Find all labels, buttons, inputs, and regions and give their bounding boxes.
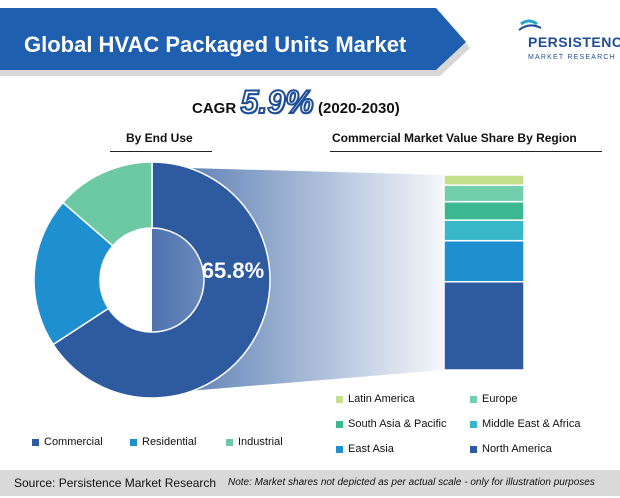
bar-segment-east-asia	[443, 239, 525, 283]
legend-commercial: Commercial	[32, 436, 103, 448]
chart-title: Global HVAC Packaged Units Market	[24, 32, 407, 57]
footer-source: Source: Persistence Market Research	[14, 476, 217, 490]
region-heading: Commercial Market Value Share By Region	[332, 131, 577, 145]
legend-label-industrial: Industrial	[238, 436, 283, 448]
legend-swatch-east-asia	[336, 445, 343, 453]
donut-center-label: 65.8%	[202, 258, 264, 283]
logo-subtitle: MARKET RESEARCH	[528, 54, 616, 61]
cagr-value: 5.9%	[240, 83, 315, 121]
legend-north-america: North America	[470, 443, 552, 455]
legend-label-east-asia: East Asia	[348, 443, 394, 455]
end-use-donut	[33, 161, 271, 399]
cagr-label: CAGR	[192, 100, 237, 117]
logo-swirl-icon	[518, 19, 542, 31]
legend-swatch-industrial	[226, 438, 233, 446]
bar-segment-europe	[443, 184, 525, 203]
title-banner	[0, 8, 470, 76]
legend-swatch-south-asia-pacific	[336, 420, 343, 428]
end-use-underline	[110, 151, 212, 152]
legend-swatch-commercial	[32, 438, 39, 446]
legend-label-middle-east-africa: Middle East & Africa	[482, 418, 581, 430]
legend-swatch-residential	[130, 438, 137, 446]
legend-label-commercial: Commercial	[44, 436, 103, 448]
region-stacked-bar	[443, 174, 525, 371]
logo-name: PERSISTENCE	[528, 34, 620, 50]
legend-swatch-europe	[470, 395, 477, 403]
legend-label-europe: Europe	[482, 393, 518, 405]
end-use-heading: By End Use	[126, 131, 193, 145]
legend-swatch-north-america	[470, 445, 477, 453]
donut-slice-residential	[33, 201, 114, 346]
footer-bar: Source: Persistence Market Research Note…	[0, 470, 620, 496]
cagr-line: CAGR 5.9% (2020-2030)	[192, 83, 400, 121]
legend-swatch-middle-east-africa	[470, 420, 477, 428]
legend-swatch-latin-america	[336, 395, 343, 403]
bar-segment-north-america	[443, 280, 525, 371]
legend-industrial: Industrial	[226, 436, 283, 448]
legend-east-asia: East Asia	[336, 443, 394, 455]
legend-residential: Residential	[130, 436, 196, 448]
bar-segment-south-asia-pacific	[443, 200, 525, 221]
cagr-period: (2020-2030)	[318, 100, 400, 117]
legend-middle-east-africa: Middle East & Africa	[470, 418, 580, 430]
legend-latin-america: Latin America	[336, 393, 415, 405]
legend-label-residential: Residential	[142, 436, 197, 448]
legend-label-latin-america: Latin America	[348, 393, 415, 405]
donut-slice-industrial	[61, 161, 153, 247]
region-underline	[330, 151, 602, 152]
footer-note: Note: Market shares not depicted as per …	[228, 477, 595, 488]
legend-south-asia-pacific: South Asia & Pacific	[336, 418, 446, 430]
legend-label-south-asia-pacific: South Asia & Pacific	[348, 418, 447, 430]
bar-segment-latin-america	[443, 174, 525, 187]
legend-label-north-america: North America	[482, 443, 552, 455]
bar-segment-middle-east-africa	[443, 219, 525, 242]
legend-europe: Europe	[470, 393, 517, 405]
donut-slice-commercial	[52, 161, 271, 399]
